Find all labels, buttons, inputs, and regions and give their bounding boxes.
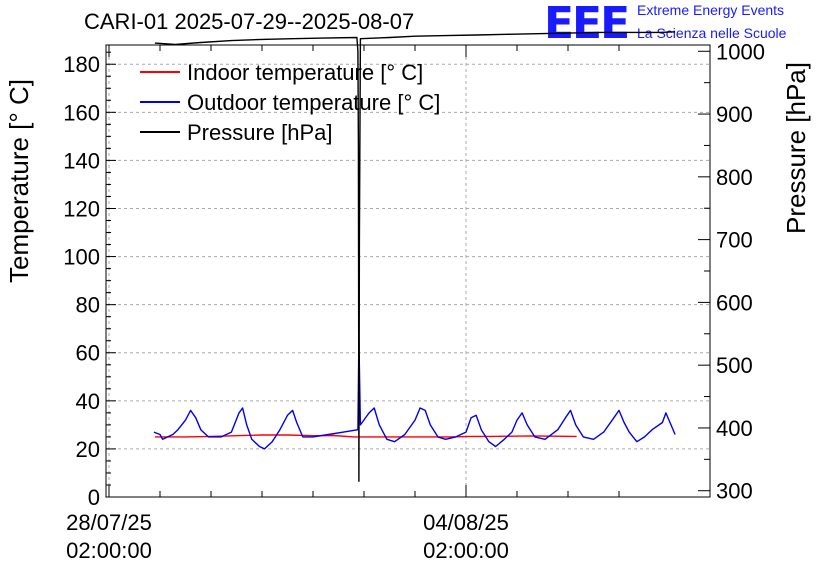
axes: 0 20 40 60 80 100 120 140 160 180 300 400 500 600 700 8… bbox=[4, 39, 811, 563]
legend-label-2: Pressure [hPa] bbox=[187, 120, 333, 145]
y-tick-label: 180 bbox=[63, 52, 100, 77]
series-line-1 bbox=[153, 337, 676, 450]
y-tick-label: 80 bbox=[76, 293, 100, 318]
y-tick-label: 120 bbox=[63, 196, 100, 221]
legend-label-1: Outdoor temperature [° C] bbox=[187, 90, 440, 115]
y-tick-label: 40 bbox=[76, 389, 100, 414]
grid-lines bbox=[106, 45, 710, 497]
y2-tick-label: 300 bbox=[716, 479, 753, 504]
y-tick-label: 140 bbox=[63, 148, 100, 173]
y2-tick-label: 900 bbox=[716, 102, 753, 127]
y-tick-label: 20 bbox=[76, 437, 100, 462]
y2-tick-label: 1000 bbox=[716, 39, 765, 64]
y2-tick-label: 700 bbox=[716, 228, 753, 253]
x-tick-label-date: 28/07/25 bbox=[66, 510, 152, 535]
y-tick-label: 160 bbox=[63, 100, 100, 125]
x-tick-label-time: 02:00:00 bbox=[66, 538, 152, 563]
y2-tick-label: 600 bbox=[716, 290, 753, 315]
x-tick-label-time: 02:00:00 bbox=[423, 538, 509, 563]
chart-title: CARI-01 2025-07-29--2025-08-07 bbox=[84, 9, 415, 34]
y-tick-label: 100 bbox=[63, 245, 100, 270]
y-axis-label: Temperature [° C] bbox=[4, 79, 34, 283]
y2-tick-label: 800 bbox=[716, 165, 753, 190]
y-tick-label: 60 bbox=[76, 341, 100, 366]
y2-axis-label: Pressure [hPa] bbox=[781, 62, 811, 234]
y2-tick-label: 500 bbox=[716, 353, 753, 378]
eee-logo: EEE bbox=[544, 0, 630, 49]
logo-caption-line2: La Scienza nelle Scuole bbox=[637, 25, 787, 41]
legend: Indoor temperature [° C] Outdoor temperat… bbox=[140, 60, 440, 145]
y-tick-label: 0 bbox=[88, 485, 100, 510]
legend-label-0: Indoor temperature [° C] bbox=[187, 60, 423, 85]
series-line-2 bbox=[154, 31, 676, 482]
x-tick-label-date: 04/08/25 bbox=[423, 510, 509, 535]
y2-tick-label: 400 bbox=[716, 416, 753, 441]
series-line-0 bbox=[154, 434, 577, 438]
series-lines bbox=[153, 31, 676, 482]
logo-caption-line1: Extreme Energy Events bbox=[637, 2, 785, 18]
